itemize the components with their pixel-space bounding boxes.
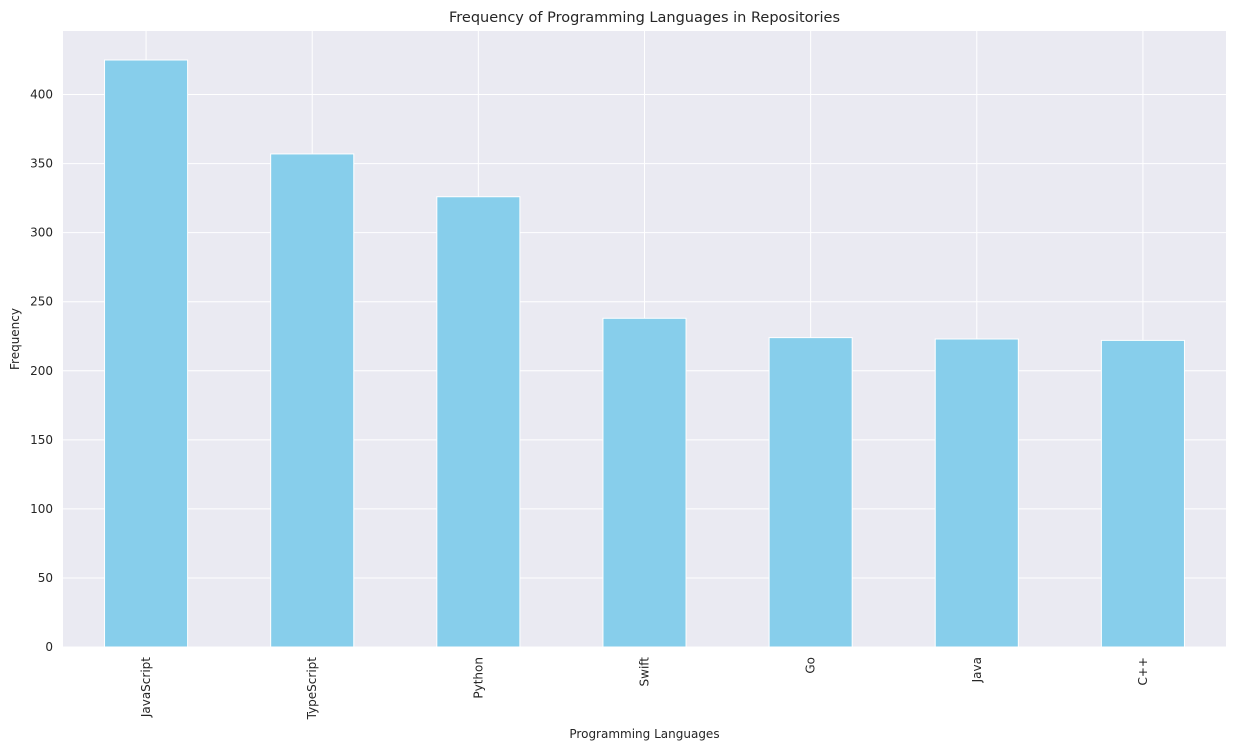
x-axis-ticks: JavaScript TypeScript Python Swift Go Java C++ xyxy=(139,657,1150,721)
y-tick-label: 400 xyxy=(30,88,53,102)
y-tick-label: 250 xyxy=(30,295,53,309)
y-axis-ticks: 0 50 100 150 200 250 300 350 400 xyxy=(30,88,53,654)
y-tick-label: 300 xyxy=(30,226,53,240)
x-tick-label: Python xyxy=(471,657,485,699)
y-axis-label: Frequency xyxy=(8,308,22,370)
y-tick-label: 50 xyxy=(38,571,53,585)
bars xyxy=(104,59,1185,648)
bar-javascript xyxy=(104,59,189,648)
x-tick-label: Java xyxy=(970,657,984,683)
chart-title: Frequency of Programming Languages in Re… xyxy=(449,10,840,26)
y-tick-label: 100 xyxy=(30,502,53,516)
x-tick-label: C++ xyxy=(1136,657,1150,686)
x-tick-label: TypeScript xyxy=(305,657,319,721)
x-tick-label: Go xyxy=(804,657,818,674)
y-tick-label: 200 xyxy=(30,364,53,378)
y-tick-label: 150 xyxy=(30,433,53,447)
x-axis-label: Programming Languages xyxy=(569,727,719,741)
bar-go xyxy=(768,337,853,648)
y-tick-label: 350 xyxy=(30,157,53,171)
y-tick-label: 0 xyxy=(45,640,53,654)
x-tick-label: JavaScript xyxy=(139,657,153,718)
bar-typescript xyxy=(270,153,355,648)
x-tick-label: Swift xyxy=(638,657,652,687)
bar-c- xyxy=(1100,339,1185,648)
bar-swift xyxy=(602,317,687,648)
bar-java xyxy=(934,338,1019,648)
bar-python xyxy=(436,196,521,648)
